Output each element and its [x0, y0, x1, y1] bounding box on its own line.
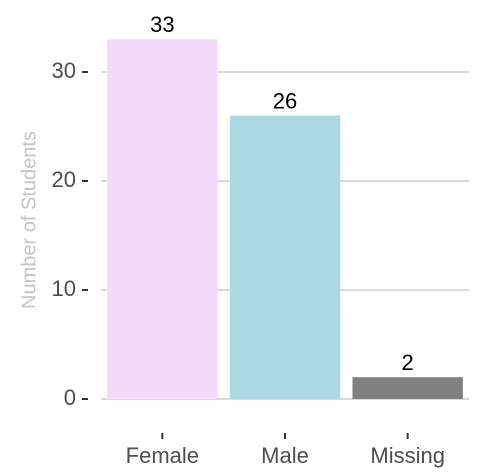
y-tick-label: 10	[52, 276, 76, 301]
bar	[229, 115, 341, 399]
y-tick-label: 0	[64, 385, 76, 410]
value-label: 33	[150, 12, 174, 37]
y-tick-label: 20	[52, 167, 76, 192]
x-tick-label: Missing	[370, 443, 445, 468]
x-tick-label: Male	[261, 443, 309, 468]
y-tick-label: 30	[52, 58, 76, 83]
value-label: 26	[273, 88, 297, 113]
value-label: 2	[402, 350, 414, 375]
bar	[107, 39, 218, 400]
bar	[352, 377, 463, 399]
x-tick-label: Female	[126, 443, 199, 468]
y-axis-label: Number of Students	[18, 131, 40, 309]
